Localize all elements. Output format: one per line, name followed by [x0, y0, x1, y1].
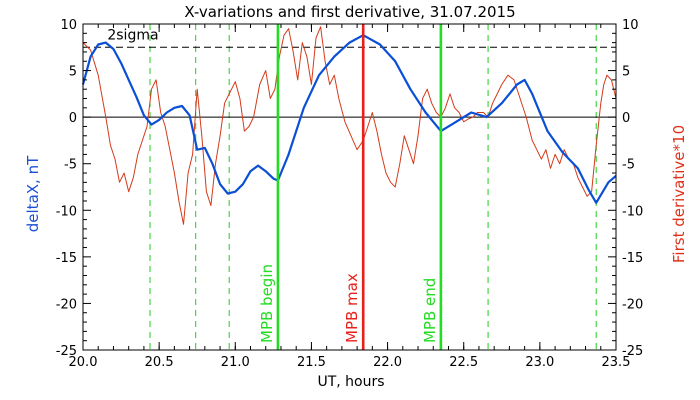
y-tick-label-left-4: -10	[56, 204, 77, 219]
y-tick-label-right-2: 0	[622, 111, 630, 126]
y-tick-label-left-2: 0	[69, 111, 77, 126]
y-tick-label-left-3: -5	[64, 158, 77, 173]
y-tick-label-right-7: -25	[622, 344, 643, 359]
y-tick-label-left-0: 10	[60, 18, 77, 33]
plot-area: 2sigma MPB begin MPB max MPB end 20.0 20.5 21.…	[56, 18, 643, 370]
derivative-series-line	[82, 26, 617, 225]
x-tick-label-2: 21.0	[221, 355, 250, 370]
x-tick-label-6: 23.0	[525, 355, 554, 370]
y-tick-label-left-7: -25	[56, 344, 77, 359]
mpb-max-label: MPB max	[343, 273, 361, 343]
y-tick-label-right-4: -10	[622, 204, 643, 219]
y-tick-label-left-5: -15	[56, 251, 77, 266]
mpb-begin-label: MPB begin	[258, 264, 276, 343]
y-axis-label-right: First derivative*10	[670, 125, 688, 263]
mpb-end-label: MPB end	[421, 278, 439, 343]
y-tick-label-right-0: 10	[622, 18, 639, 33]
x-tick-label-1: 20.5	[145, 355, 174, 370]
y-axis-label-left: deltaX, nT	[24, 155, 42, 232]
x-tick-label-0: 20.0	[69, 355, 98, 370]
y-tick-label-right-5: -15	[622, 251, 643, 266]
x-tick-label-5: 22.5	[449, 355, 478, 370]
chart-title: X-variations and first derivative, 31.07…	[184, 3, 515, 21]
x-tick-label-3: 21.5	[297, 355, 326, 370]
y-tick-label-right-3: -5	[622, 158, 635, 173]
plot-frame	[82, 23, 617, 351]
deltaX-series-line	[81, 34, 617, 204]
x-tick-label-7: 23.5	[602, 355, 631, 370]
y-tick-label-left-1: 5	[69, 65, 77, 80]
sigma-label: 2sigma	[107, 27, 158, 43]
y-tick-label-right-1: 5	[622, 65, 630, 80]
y-tick-label-left-6: -20	[56, 297, 77, 312]
x-axis-label: UT, hours	[317, 374, 384, 390]
x-tick-label-4: 22.0	[373, 355, 402, 370]
y-tick-label-right-6: -20	[622, 297, 643, 312]
